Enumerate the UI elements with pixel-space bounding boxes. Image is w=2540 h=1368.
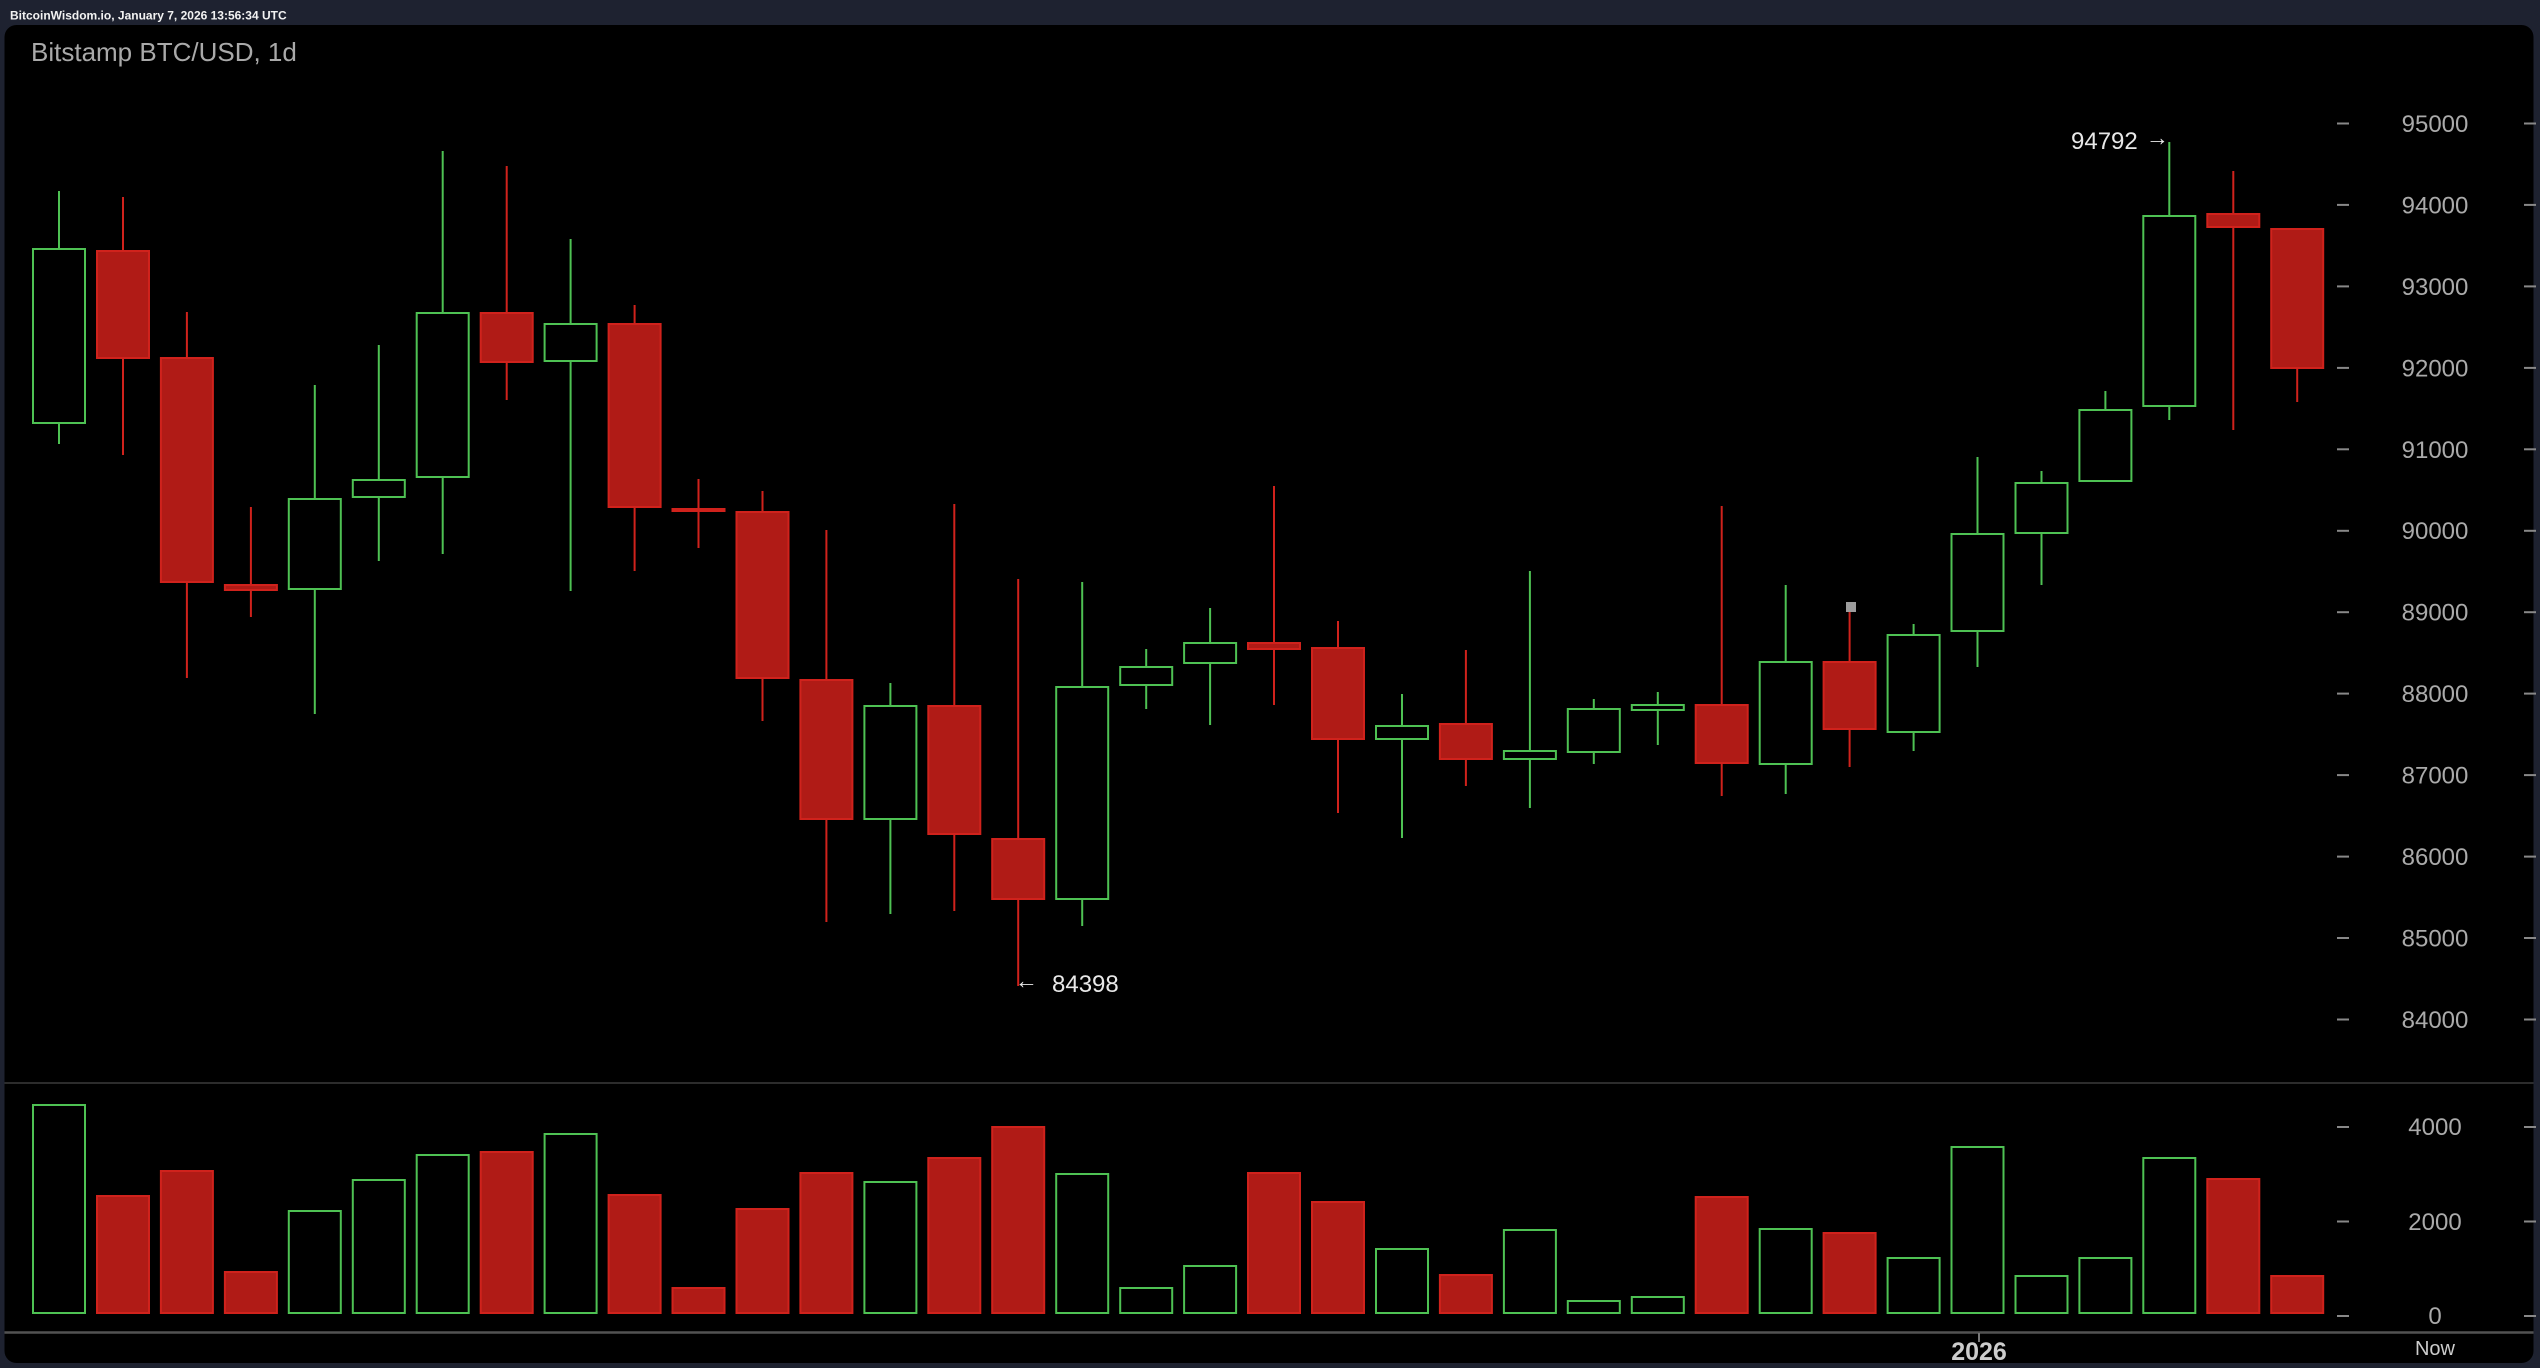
svg-text:←: ← [1015,968,1038,994]
svg-text:Now: Now [2415,1338,2456,1360]
svg-text:BitcoinWisdom.io, January 7, 2: BitcoinWisdom.io, January 7, 2026 13:56:… [10,9,287,23]
svg-text:90000: 90000 [2402,518,2469,545]
svg-text:87000: 87000 [2402,763,2469,790]
svg-text:95000: 95000 [2402,111,2469,138]
svg-text:0: 0 [2428,1303,2441,1330]
svg-text:2026: 2026 [1951,1338,2007,1366]
svg-text:84000: 84000 [2402,1007,2469,1034]
svg-text:84398: 84398 [1052,971,1119,998]
svg-text:94792: 94792 [2071,128,2138,155]
svg-text:93000: 93000 [2402,274,2469,301]
svg-text:89000: 89000 [2402,600,2469,627]
svg-text:86000: 86000 [2402,844,2469,871]
svg-text:92000: 92000 [2402,355,2469,382]
svg-text:→: → [2146,125,2169,151]
svg-text:94000: 94000 [2402,192,2469,219]
svg-text:Bitstamp BTC/USD, 1d: Bitstamp BTC/USD, 1d [31,37,297,67]
svg-text:2000: 2000 [2408,1209,2461,1236]
svg-text:85000: 85000 [2402,926,2469,953]
svg-text:91000: 91000 [2402,437,2469,464]
svg-text:88000: 88000 [2402,681,2469,708]
svg-text:4000: 4000 [2408,1114,2461,1141]
